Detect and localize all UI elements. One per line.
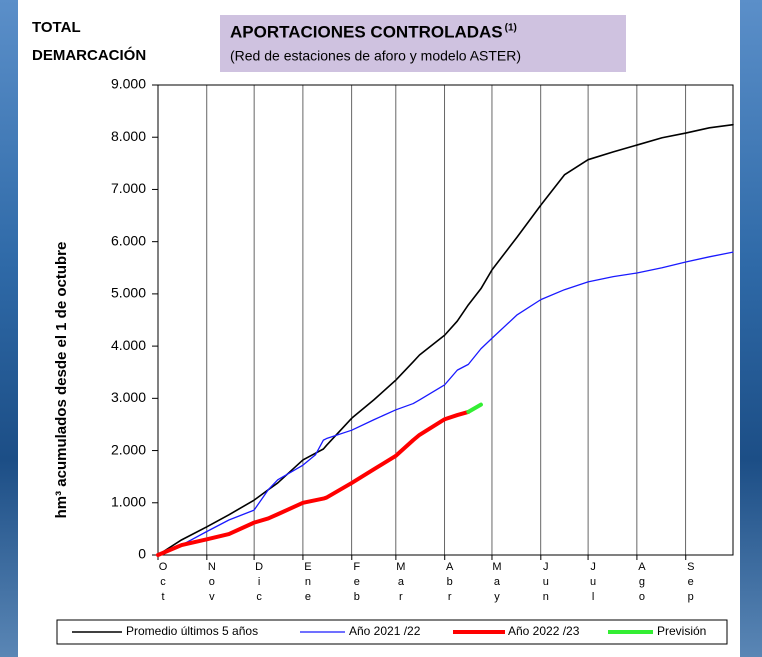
legend-label: Año 2022 /23 <box>508 624 580 638</box>
y-tick-label: 6.000 <box>111 232 146 248</box>
y-tick-label: 5.000 <box>111 285 146 301</box>
y-tick-label: 4.000 <box>111 337 146 353</box>
y-tick-label: 3.000 <box>111 389 146 405</box>
y-tick-label: 8.000 <box>111 128 146 144</box>
legend-label: Año 2021 /22 <box>349 624 421 638</box>
chart-subtitle: (Red de estaciones de aforo y modelo AST… <box>230 48 521 64</box>
chart-title: APORTACIONES CONTROLADAS <box>230 22 503 41</box>
corner-title: DEMARCACIÓN <box>32 46 146 64</box>
series-line <box>466 402 483 414</box>
series-line <box>156 409 471 557</box>
y-tick-label: 2.000 <box>111 441 146 457</box>
y-tick-label: 7.000 <box>111 180 146 196</box>
y-tick-label: 9.000 <box>111 76 146 92</box>
y-tick-label: 0 <box>138 546 146 562</box>
title-note: (1) <box>505 23 517 34</box>
panel <box>18 0 740 657</box>
series-line <box>157 251 734 556</box>
corner-title: TOTAL <box>32 19 81 36</box>
y-tick-label: 1.000 <box>111 493 146 509</box>
legend-label: Previsión <box>657 624 706 638</box>
y-axis-label: hm³ acumulados desde el 1 de octubre <box>53 242 70 519</box>
title-box <box>220 15 626 72</box>
legend-label: Promedio últimos 5 años <box>126 624 258 638</box>
plot-frame <box>157 84 734 556</box>
